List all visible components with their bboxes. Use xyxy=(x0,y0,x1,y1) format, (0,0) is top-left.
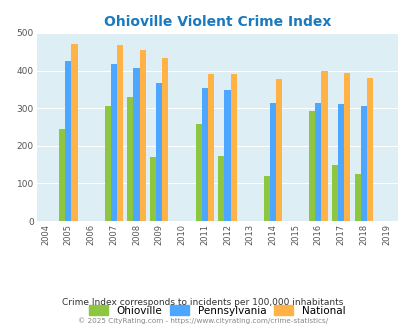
Title: Ohioville Violent Crime Index: Ohioville Violent Crime Index xyxy=(103,15,330,29)
Bar xyxy=(117,45,123,221)
Bar xyxy=(337,104,343,221)
Bar xyxy=(127,97,133,221)
Bar xyxy=(156,82,162,221)
Bar xyxy=(331,165,337,221)
Text: Crime Index corresponds to incidents per 100,000 inhabitants: Crime Index corresponds to incidents per… xyxy=(62,298,343,307)
Text: © 2025 CityRating.com - https://www.cityrating.com/crime-statistics/: © 2025 CityRating.com - https://www.city… xyxy=(78,317,327,324)
Bar xyxy=(207,74,213,221)
Bar xyxy=(139,50,145,221)
Bar xyxy=(71,44,77,221)
Bar xyxy=(354,175,360,221)
Bar xyxy=(321,71,327,221)
Bar xyxy=(360,106,366,221)
Bar xyxy=(133,68,139,221)
Bar xyxy=(218,156,224,221)
Bar xyxy=(59,129,65,221)
Bar xyxy=(343,73,350,221)
Bar xyxy=(275,79,281,221)
Legend: Ohioville, Pennsylvania, National: Ohioville, Pennsylvania, National xyxy=(89,305,344,315)
Bar xyxy=(366,78,372,221)
Bar xyxy=(263,176,269,221)
Bar xyxy=(65,61,71,221)
Bar xyxy=(230,74,236,221)
Bar xyxy=(315,103,321,221)
Bar xyxy=(111,64,117,221)
Bar xyxy=(195,124,201,221)
Bar xyxy=(162,58,168,221)
Bar xyxy=(308,111,315,221)
Bar xyxy=(201,88,207,221)
Bar xyxy=(224,90,230,221)
Bar xyxy=(150,157,156,221)
Bar xyxy=(104,106,111,221)
Bar xyxy=(269,103,275,221)
